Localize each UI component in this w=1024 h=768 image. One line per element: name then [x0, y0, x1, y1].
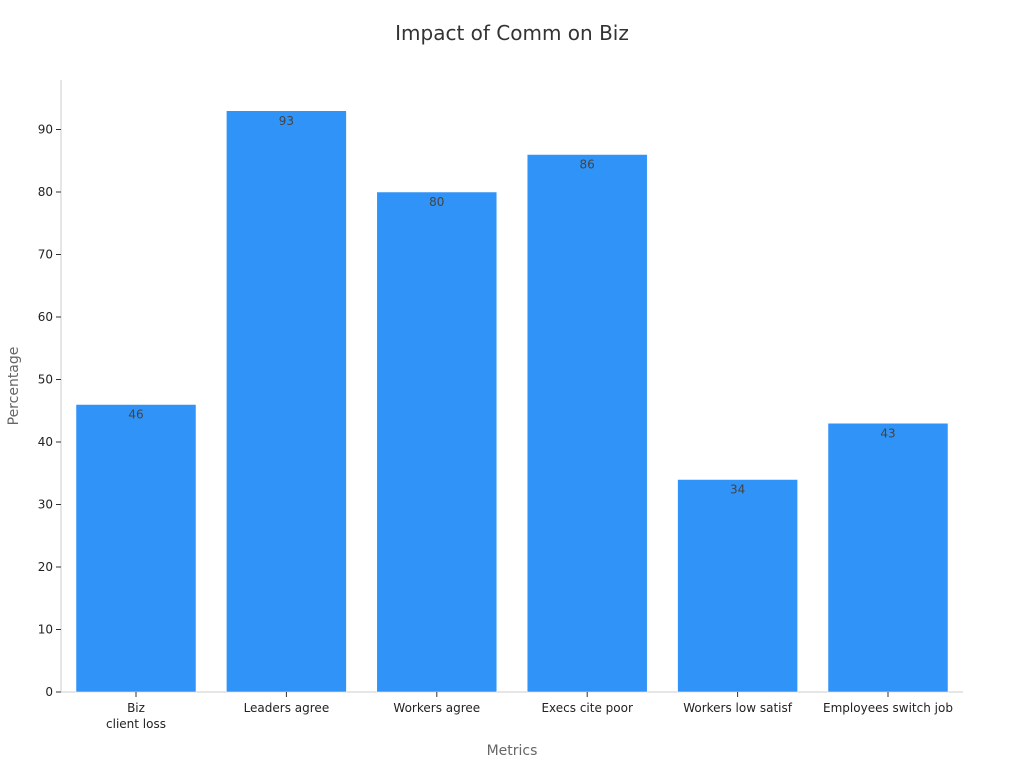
- x-tick-label: Workers low satisf: [683, 701, 793, 715]
- y-tick-label: 80: [38, 185, 53, 199]
- y-tick-label: 90: [38, 123, 53, 137]
- y-tick-label: 10: [38, 623, 53, 637]
- y-tick-label: 60: [38, 310, 53, 324]
- data-label: 34: [730, 483, 745, 497]
- data-label: 93: [279, 114, 294, 128]
- bar: [677, 479, 798, 693]
- bar: [526, 154, 648, 693]
- x-tick-label: Employees switch job: [823, 701, 953, 715]
- bar: [827, 423, 949, 693]
- y-axis-title: Percentage: [6, 347, 22, 426]
- y-tick-label: 70: [38, 248, 53, 262]
- bar: [376, 191, 498, 693]
- bar: [226, 110, 347, 693]
- y-axis-ticks: 0 10 20 30 40 50 60 70 80 90: [38, 123, 61, 699]
- bar: [75, 404, 197, 693]
- x-tick-label: Leaders agree: [244, 701, 330, 715]
- y-tick-label: 50: [38, 373, 53, 387]
- x-tick-label: Biz: [127, 701, 145, 715]
- y-tick-label: 20: [38, 560, 53, 574]
- data-label: 80: [429, 195, 444, 209]
- data-label: 43: [880, 426, 895, 440]
- y-tick-label: 40: [38, 435, 53, 449]
- x-tick-label: client loss: [106, 717, 166, 731]
- y-tick-label: 30: [38, 498, 53, 512]
- bars-group: 46 93 80 86 34 43: [75, 110, 949, 693]
- x-tick-label: Workers agree: [393, 701, 480, 715]
- chart-title: Impact of Comm on Biz: [395, 21, 629, 45]
- data-label: 46: [128, 408, 143, 422]
- x-axis-title: Metrics: [487, 743, 538, 759]
- x-axis-ticks: Biz client loss Leaders agree Workers agree…: [106, 692, 953, 731]
- data-label: 86: [580, 158, 595, 172]
- y-tick-label: 0: [45, 685, 53, 699]
- x-tick-label: Execs cite poor: [541, 701, 632, 715]
